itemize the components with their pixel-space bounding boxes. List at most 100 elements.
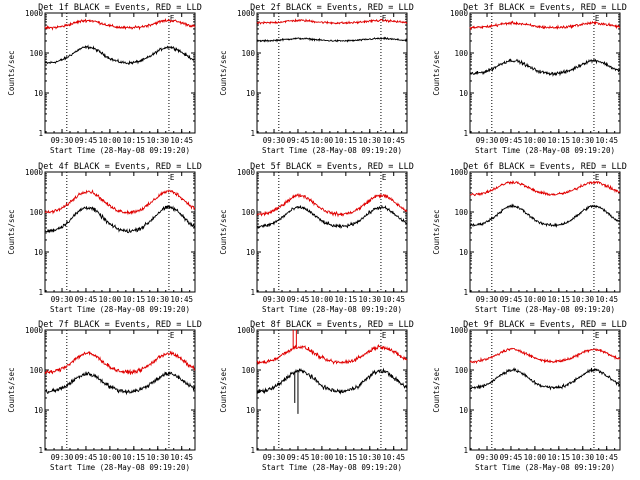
chart-title: Det 3f BLACK = Events, RED = LLD [463, 3, 627, 13]
x-tick-label: 09:30 [476, 453, 499, 462]
x-tick-label: 09:30 [476, 295, 499, 304]
x-tick-label: 10:00 [99, 136, 122, 145]
y-tick-label: 10 [34, 89, 44, 98]
marker-label: E [595, 173, 600, 182]
x-tick-label: 09:45 [75, 136, 98, 145]
y-axis-label: Counts/sec [432, 367, 441, 412]
x-tick-label: 10:30 [358, 453, 381, 462]
x-axis-label: Start Time (28-May-08 09:19:20) [50, 305, 190, 314]
x-tick-label: 09:30 [263, 295, 286, 304]
chart-panel-7: Det 7f BLACK = Events, RED = LLD 1 10 100 10… [7, 320, 202, 472]
y-tick-label: 100 [29, 49, 43, 58]
chart-panel-6: Det 6f BLACK = Events, RED = LLD 1 10 100 10… [432, 162, 627, 314]
x-tick-label: 10:45 [170, 295, 193, 304]
marker-label: E [170, 173, 175, 182]
x-tick-label: 09:45 [287, 295, 310, 304]
x-tick-label: 09:45 [500, 453, 523, 462]
x-tick-label: 10:00 [311, 453, 334, 462]
x-tick-label: 10:30 [358, 295, 381, 304]
chart-title: Det 1f BLACK = Events, RED = LLD [38, 3, 202, 13]
chart-panel-5: Det 5f BLACK = Events, RED = LLD 1 10 100 10… [219, 162, 414, 314]
y-tick-label: 100 [241, 208, 255, 217]
x-tick-label: 10:15 [335, 295, 358, 304]
x-tick-label: 10:30 [146, 295, 169, 304]
x-tick-label: 10:30 [571, 136, 594, 145]
y-axis-label: Counts/sec [219, 367, 228, 412]
x-tick-label: 09:45 [500, 136, 523, 145]
y-tick-label: 1 [463, 446, 468, 455]
x-tick-label: 10:30 [146, 136, 169, 145]
x-tick-label: 10:30 [358, 136, 381, 145]
series-line-lld [469, 347, 621, 365]
x-axis-label: Start Time (28-May-08 09:19:20) [50, 146, 190, 155]
chart-panel-1: Det 1f BLACK = Events, RED = LLD 1 10 100 10… [7, 3, 202, 155]
series-line-events [256, 36, 408, 43]
y-tick-label: 100 [454, 49, 468, 58]
y-axis-label: Counts/sec [432, 209, 441, 254]
marker-label: E [170, 331, 175, 340]
chart-title: Det 2f BLACK = Events, RED = LLD [250, 3, 414, 13]
plot-frame [44, 12, 196, 134]
y-tick-label: 1 [463, 129, 468, 138]
x-tick-label: 10:15 [548, 295, 571, 304]
chart-panel-4: Det 4f BLACK = Events, RED = LLD 1 10 100 10… [7, 162, 202, 314]
x-tick-label: 10:00 [311, 136, 334, 145]
y-tick-label: 100 [454, 366, 468, 375]
y-axis-label: Counts/sec [7, 367, 16, 412]
y-axis-label: Counts/sec [7, 209, 16, 254]
plot-frame [44, 171, 196, 293]
y-tick-label: 100 [241, 49, 255, 58]
x-axis-label: Start Time (28-May-08 09:19:20) [475, 305, 615, 314]
x-tick-label: 10:45 [382, 295, 405, 304]
x-tick-label: 10:30 [146, 453, 169, 462]
y-tick-label: 1000 [450, 9, 469, 18]
plot-frame [469, 171, 621, 293]
marker-label: E [382, 14, 387, 23]
x-tick-label: 10:00 [524, 295, 547, 304]
x-axis-label: Start Time (28-May-08 09:19:20) [262, 146, 402, 155]
y-tick-label: 10 [34, 406, 44, 415]
x-tick-label: 09:45 [500, 295, 523, 304]
series-line-events [44, 371, 196, 396]
plot-frame [256, 12, 408, 134]
x-tick-label: 10:45 [382, 136, 405, 145]
series-line-lld [44, 189, 196, 216]
plot-frame [256, 329, 408, 451]
y-tick-label: 100 [241, 366, 255, 375]
y-tick-label: 10 [459, 89, 469, 98]
series-line-lld [469, 20, 621, 31]
chart-title: Det 5f BLACK = Events, RED = LLD [250, 162, 414, 172]
y-tick-label: 1 [38, 129, 43, 138]
chart-title: Det 4f BLACK = Events, RED = LLD [38, 162, 202, 172]
series-line-lld [256, 18, 408, 25]
x-tick-label: 09:30 [51, 295, 74, 304]
x-tick-label: 10:45 [170, 453, 193, 462]
series-line-lld [257, 192, 408, 218]
y-tick-label: 1000 [237, 326, 256, 335]
x-tick-label: 10:45 [170, 136, 193, 145]
x-tick-label: 10:45 [595, 453, 618, 462]
x-tick-label: 10:00 [524, 453, 547, 462]
x-tick-label: 10:45 [595, 295, 618, 304]
x-tick-label: 10:00 [311, 295, 334, 304]
x-axis-label: Start Time (28-May-08 09:19:20) [50, 463, 190, 472]
x-tick-label: 10:45 [382, 453, 405, 462]
y-tick-label: 1 [38, 446, 43, 455]
marker-label: E [595, 14, 600, 23]
x-tick-label: 10:00 [99, 295, 122, 304]
y-tick-label: 10 [34, 248, 44, 257]
y-axis-label: Counts/sec [7, 50, 16, 95]
chart-title: Det 9f BLACK = Events, RED = LLD [463, 320, 627, 330]
x-tick-label: 09:45 [75, 453, 98, 462]
chart-panel-9: Det 9f BLACK = Events, RED = LLD 1 10 100 10… [432, 320, 627, 472]
y-tick-label: 100 [454, 208, 468, 217]
x-tick-label: 10:00 [99, 453, 122, 462]
plot-frame [44, 329, 196, 451]
x-tick-label: 09:45 [287, 136, 310, 145]
y-tick-label: 1000 [25, 9, 44, 18]
y-axis-label: Counts/sec [219, 50, 228, 95]
y-tick-label: 1 [250, 288, 255, 297]
x-axis-label: Start Time (28-May-08 09:19:20) [262, 305, 402, 314]
x-tick-label: 09:45 [287, 453, 310, 462]
